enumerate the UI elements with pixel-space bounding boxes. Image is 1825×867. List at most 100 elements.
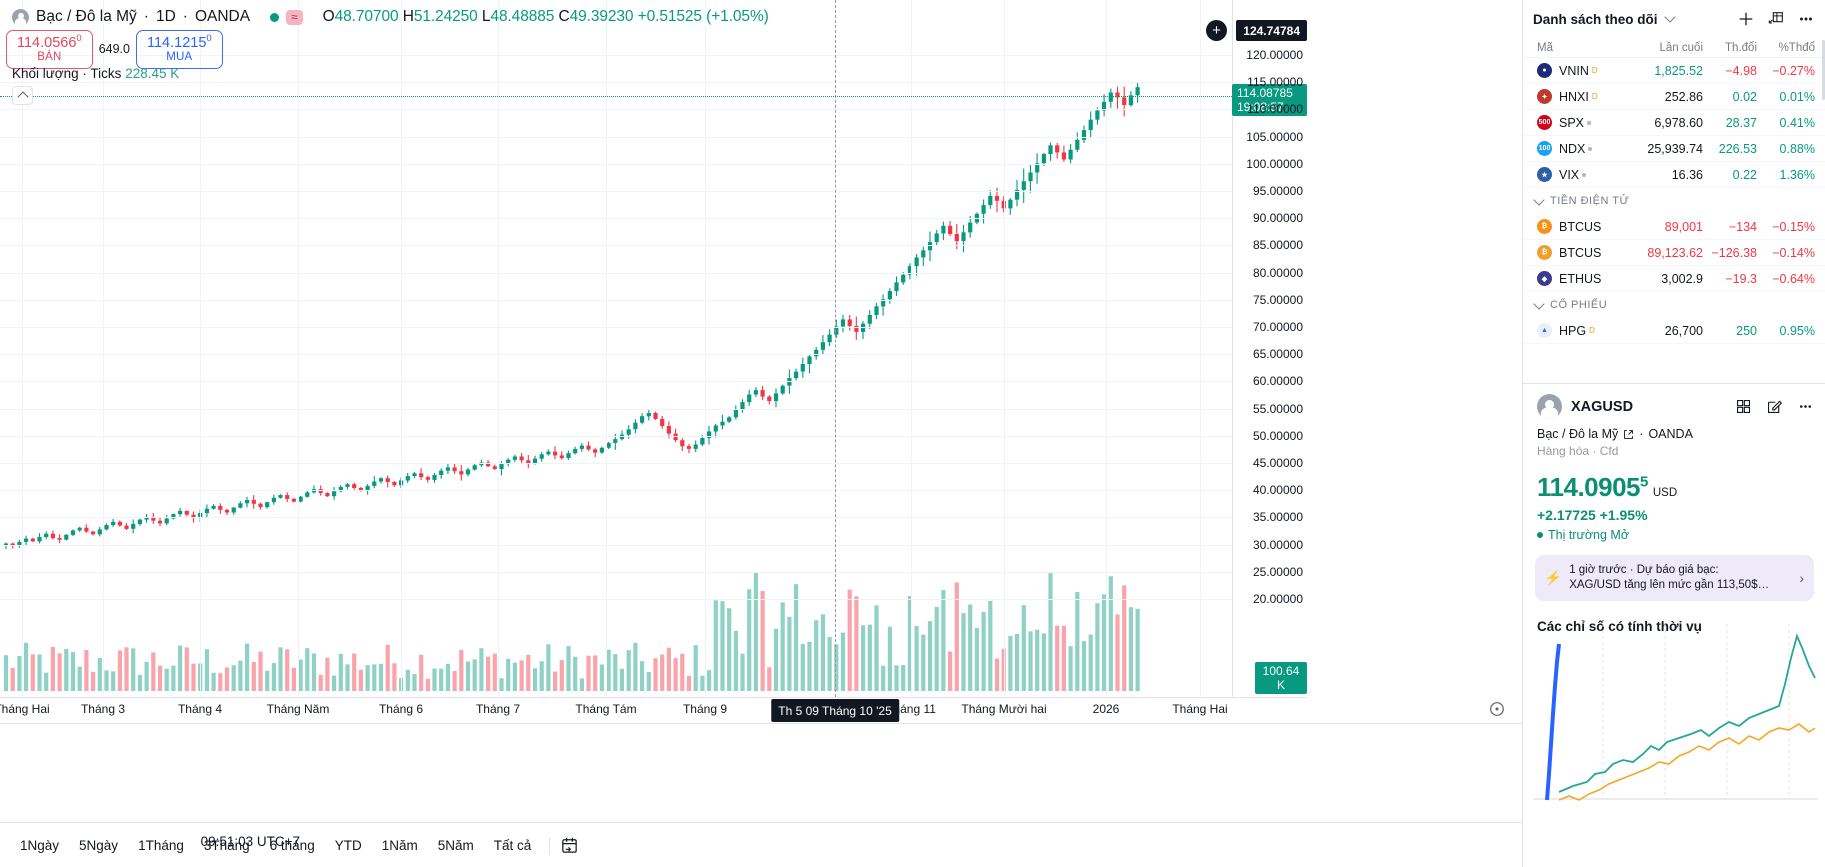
watchlist-symbol[interactable]: BTCUS xyxy=(1559,246,1635,260)
price-tick: 85.00000 xyxy=(1252,238,1303,253)
watchlist-row[interactable]: ★ VIX 16.36 0.22 1.36% xyxy=(1523,162,1825,188)
watchlist-scrollbar[interactable] xyxy=(1822,40,1825,100)
details-description-row: Bạc / Đô la Mỹ · OANDA xyxy=(1523,425,1825,441)
volume-study-legend[interactable]: Khối lượng · Ticks 228.45 K xyxy=(12,66,179,81)
timeframe-button-1năm[interactable]: 1Năm xyxy=(381,838,418,853)
symbol-details-panel[interactable]: XAGUSD Bạc / Đô la Mỹ · OANDA Hàng hóa ·… xyxy=(1523,383,1825,867)
seasonality-series xyxy=(1545,643,1561,801)
goto-date-calendar-icon[interactable] xyxy=(560,836,579,855)
grid-line-horizontal xyxy=(0,218,1232,220)
price-tick: 65.00000 xyxy=(1252,347,1303,362)
watchlist-symbol[interactable]: HNXI D xyxy=(1559,90,1635,104)
details-exchange[interactable]: OANDA xyxy=(1648,427,1693,441)
chart-area[interactable]: Bạc / Đô la Mỹ · 1D · OANDA ≈ O48.70700 … xyxy=(0,0,1522,867)
grid-line-horizontal xyxy=(0,408,1232,410)
timeframe-row[interactable]: 1Ngày 5Ngày 1Tháng 3Tháng 6 tháng YTD 1Năm 5Năm… xyxy=(0,822,1522,867)
symbol-logo-icon: ₿ xyxy=(1537,245,1552,260)
watchlist-row[interactable]: ▲ HPG D 26,700 250 0.95% xyxy=(1523,318,1825,344)
watchlist-row[interactable]: ✦ HNXI D 252.86 0.02 0.01% xyxy=(1523,84,1825,110)
timeframe-button-ytd[interactable]: YTD xyxy=(334,838,362,853)
details-market-status: Thị trường Mở xyxy=(1523,523,1825,542)
watchlist-more-options-icon[interactable] xyxy=(1795,8,1817,30)
sell-button[interactable]: 114.05660 BÁN xyxy=(6,30,93,69)
price-tick: 90.00000 xyxy=(1252,211,1303,226)
time-tick: 2026 xyxy=(1092,702,1120,716)
watchlist-row[interactable]: ₿ BTCUS 89,001 −134 −0.15% xyxy=(1523,214,1825,240)
time-tick: Tháng 3 xyxy=(80,702,126,716)
watchlist-row[interactable]: ◆ ETHUS 3,002.9 −19.3 −0.64% xyxy=(1523,266,1825,292)
bid-ask-widget[interactable]: 114.05660 BÁN 649.0 114.12150 MUA xyxy=(6,30,223,69)
watchlist-symbol[interactable]: VNIN D xyxy=(1559,64,1635,78)
watchlist-dropdown-chevron-icon[interactable] xyxy=(1663,10,1676,23)
add-symbol-plus-icon[interactable] xyxy=(1735,8,1757,30)
col-symbol[interactable]: Mã xyxy=(1537,41,1553,54)
price-tick: 70.00000 xyxy=(1252,320,1303,334)
watchlist-percent: 0.88% xyxy=(1779,141,1815,156)
candlestick-svg xyxy=(3,82,1140,691)
watchlist-symbol[interactable]: SPX xyxy=(1559,116,1635,130)
right-sidebar[interactable]: Danh sách theo dõi Mã Lần cuối Th.đổi %T xyxy=(1522,0,1825,867)
bottom-toolbar[interactable]: 1Ngày 5Ngày 1Tháng 3Tháng 6 tháng YTD 1Năm 5Năm… xyxy=(0,723,1522,867)
watchlist-symbol[interactable]: NDX xyxy=(1559,142,1635,156)
details-description[interactable]: Bạc / Đô la Mỹ xyxy=(1537,427,1619,441)
watchlist-header[interactable]: Danh sách theo dõi xyxy=(1523,0,1825,38)
price-scale[interactable]: + 124.74784 114.08785 19:08:57 100.64 K … xyxy=(1206,0,1307,697)
watchlist-group-tiền-điện-tử[interactable]: TIỀN ĐIỆN TỬ xyxy=(1523,188,1825,214)
timeframe-button-tấtcả[interactable]: Tất cả xyxy=(493,838,532,853)
ohlc-h-label: H xyxy=(402,8,414,25)
col-last[interactable]: Lần cuối xyxy=(1659,41,1703,54)
watchlist-change: −134 xyxy=(1728,219,1757,234)
grid-line-vertical xyxy=(705,0,706,697)
watchlist-row[interactable]: ● VNIN D 1,825.52 −4.98 −0.27% xyxy=(1523,58,1825,84)
news-chevron-right-icon[interactable]: › xyxy=(1799,570,1804,586)
watchlist-layout-icon[interactable] xyxy=(1765,8,1787,30)
news-banner[interactable]: ⚡ 1 giờ trước · Dự báo giá bạc: XAG/USD … xyxy=(1535,555,1814,601)
details-grid-view-icon[interactable] xyxy=(1732,396,1754,418)
watchlist-symbol[interactable]: ETHUS xyxy=(1559,272,1635,286)
chart-plot[interactable] xyxy=(0,0,1232,697)
timeframe-button-1ngày[interactable]: 1Ngày xyxy=(20,838,60,853)
reset-chart-scale-icon[interactable] xyxy=(1488,700,1506,718)
chart-legend[interactable]: Bạc / Đô la Mỹ · 1D · OANDA ≈ O48.70700 … xyxy=(12,8,769,26)
seasonality-chart[interactable] xyxy=(1533,614,1818,864)
watchlist-title[interactable]: Danh sách theo dõi xyxy=(1533,11,1658,27)
timeframe-button-5năm[interactable]: 5Năm xyxy=(437,838,474,853)
group-collapse-chevron-icon[interactable] xyxy=(1533,297,1545,310)
watchlist-symbol[interactable]: HPG D xyxy=(1559,324,1635,338)
legend-interval[interactable]: 1D xyxy=(155,8,176,25)
volume-study-label: Khối lượng · Ticks xyxy=(12,66,122,81)
time-scale[interactable]: Tháng Hai Tháng 3 Tháng 4 Tháng Năm Tháng 6 T… xyxy=(0,697,1307,723)
watchlist-symbol[interactable]: VIX xyxy=(1559,168,1635,182)
timeframe-button-1tháng[interactable]: 1Tháng xyxy=(138,838,184,853)
collapse-legend-button[interactable] xyxy=(12,86,33,105)
delayed-data-badge: D xyxy=(1591,92,1598,101)
add-alert-plus-icon[interactable]: + xyxy=(1206,20,1227,41)
details-more-options-icon[interactable] xyxy=(1794,396,1816,418)
watchlist-change: 0.22 xyxy=(1732,167,1757,182)
approximate-badge: ≈ xyxy=(286,9,303,25)
timeframe-button-5ngày[interactable]: 5Ngày xyxy=(79,838,119,853)
grid-line-horizontal xyxy=(0,435,1232,437)
col-change[interactable]: Th.đổi xyxy=(1725,41,1757,54)
watchlist-symbol[interactable]: BTCUS xyxy=(1559,220,1635,234)
grid-line-horizontal xyxy=(0,55,1232,56)
details-edit-icon[interactable] xyxy=(1763,396,1785,418)
details-symbol[interactable]: XAGUSD xyxy=(1571,398,1634,415)
watchlist-group-cổ-phiếu[interactable]: CỔ PHIẾU xyxy=(1523,292,1825,318)
group-collapse-chevron-icon[interactable] xyxy=(1533,193,1545,206)
watchlist-row[interactable]: 100 NDX 25,939.74 226.53 0.88% xyxy=(1523,136,1825,162)
legend-exchange[interactable]: OANDA xyxy=(194,8,251,25)
legend-symbol-name[interactable]: Bạc / Đô la Mỹ xyxy=(36,8,137,25)
sell-price: 114.05660 xyxy=(17,33,82,51)
watchlist-last-price: 1,825.52 xyxy=(1654,63,1703,78)
timeframe-button-6tháng[interactable]: 6 tháng xyxy=(269,838,315,853)
col-percent[interactable]: %Thđổ xyxy=(1778,41,1815,54)
watchlist-list[interactable]: ● VNIN D 1,825.52 −4.98 −0.27% ✦ HNXI D 252.86 0.0… xyxy=(1523,58,1825,378)
time-tick: Tháng 9 xyxy=(682,702,728,716)
group-label: CỔ PHIẾU xyxy=(1550,299,1608,311)
buy-button[interactable]: 114.12150 MUA xyxy=(135,30,223,69)
external-link-icon[interactable] xyxy=(1623,429,1634,440)
watchlist-row[interactable]: ₿ BTCUS 89,123.62 −126.38 −0.14% xyxy=(1523,240,1825,266)
watchlist-row[interactable]: 500 SPX 6,978.60 28.37 0.41% xyxy=(1523,110,1825,136)
timeframe-button-3tháng[interactable]: 3Tháng xyxy=(203,838,250,853)
